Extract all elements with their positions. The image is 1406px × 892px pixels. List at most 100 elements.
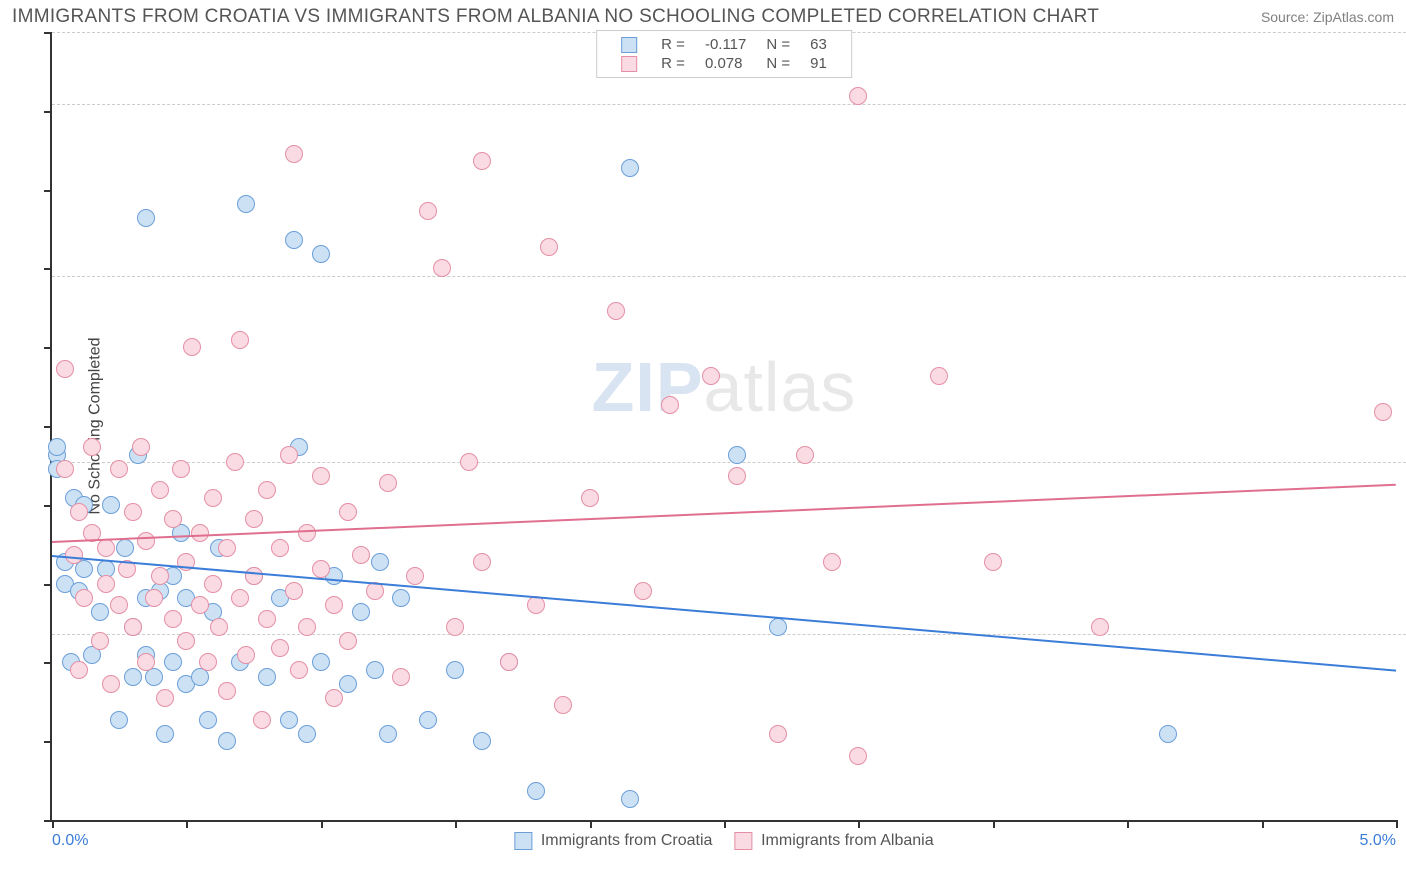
data-point [500, 653, 518, 671]
gridline [52, 276, 1406, 277]
data-point [218, 539, 236, 557]
r-value-croatia: -0.117 [695, 35, 756, 54]
data-point [271, 639, 289, 657]
stats-legend: R = -0.117 N = 63 R = 0.078 N = 91 [596, 30, 852, 78]
x-tick-label: 0.0% [52, 832, 88, 850]
data-point [137, 209, 155, 227]
data-point [164, 510, 182, 528]
data-point [1091, 618, 1109, 636]
data-point [156, 725, 174, 743]
x-tick [186, 820, 188, 828]
series-legend: Immigrants from Croatia Immigrants from … [514, 832, 933, 850]
data-point [419, 202, 437, 220]
data-point [540, 238, 558, 256]
data-point [460, 453, 478, 471]
data-point [271, 539, 289, 557]
y-tick [44, 268, 52, 270]
data-point [433, 259, 451, 277]
data-point [325, 689, 343, 707]
y-tick [44, 662, 52, 664]
data-point [218, 732, 236, 750]
data-point [621, 159, 639, 177]
data-point [312, 467, 330, 485]
y-tick [44, 426, 52, 428]
data-point [285, 231, 303, 249]
data-point [245, 510, 263, 528]
data-point [581, 489, 599, 507]
data-point [366, 661, 384, 679]
data-point [769, 618, 787, 636]
data-point [607, 302, 625, 320]
data-point [339, 675, 357, 693]
y-tick [44, 584, 52, 586]
data-point [48, 438, 66, 456]
y-tick [44, 820, 52, 822]
data-point [280, 711, 298, 729]
data-point [199, 653, 217, 671]
data-point [446, 661, 464, 679]
x-tick [590, 820, 592, 828]
data-point [285, 582, 303, 600]
data-point [258, 668, 276, 686]
data-point [473, 553, 491, 571]
data-point [137, 653, 155, 671]
scatter-chart: ZIPatlas No Schooling Completed R = -0.1… [50, 32, 1396, 822]
data-point [419, 711, 437, 729]
data-point [218, 682, 236, 700]
data-point [237, 195, 255, 213]
data-point [339, 503, 357, 521]
data-point [199, 711, 217, 729]
data-point [56, 460, 74, 478]
chart-title: IMMIGRANTS FROM CROATIA VS IMMIGRANTS FR… [12, 6, 1099, 28]
data-point [312, 653, 330, 671]
x-tick [321, 820, 323, 828]
data-point [145, 589, 163, 607]
y-tick [44, 505, 52, 507]
data-point [172, 460, 190, 478]
data-point [97, 575, 115, 593]
data-point [312, 245, 330, 263]
data-point [177, 632, 195, 650]
y-tick [44, 111, 52, 113]
data-point [204, 575, 222, 593]
data-point [137, 532, 155, 550]
data-point [164, 653, 182, 671]
data-point [371, 553, 389, 571]
data-point [183, 338, 201, 356]
data-point [392, 668, 410, 686]
y-tick [44, 32, 52, 34]
swatch-albania [621, 56, 637, 72]
data-point [930, 367, 948, 385]
data-point [231, 331, 249, 349]
data-point [325, 596, 343, 614]
data-point [285, 145, 303, 163]
data-point [124, 618, 142, 636]
data-point [110, 596, 128, 614]
data-point [258, 481, 276, 499]
data-point [849, 87, 867, 105]
data-point [110, 711, 128, 729]
data-point [1159, 725, 1177, 743]
data-point [728, 446, 746, 464]
x-tick-label: 5.0% [1360, 832, 1396, 850]
data-point [849, 747, 867, 765]
x-tick [1262, 820, 1264, 828]
gridline [52, 634, 1406, 635]
data-point [97, 539, 115, 557]
swatch-albania-bottom [735, 832, 753, 850]
data-point [70, 503, 88, 521]
data-point [661, 396, 679, 414]
data-point [237, 646, 255, 664]
data-point [984, 553, 1002, 571]
data-point [446, 618, 464, 636]
data-point [231, 589, 249, 607]
x-tick [52, 820, 54, 828]
data-point [75, 560, 93, 578]
data-point [245, 567, 263, 585]
x-tick [1396, 820, 1398, 828]
source-link[interactable]: ZipAtlas.com [1313, 9, 1394, 25]
data-point [379, 474, 397, 492]
data-point [102, 675, 120, 693]
data-point [210, 618, 228, 636]
data-point [298, 725, 316, 743]
